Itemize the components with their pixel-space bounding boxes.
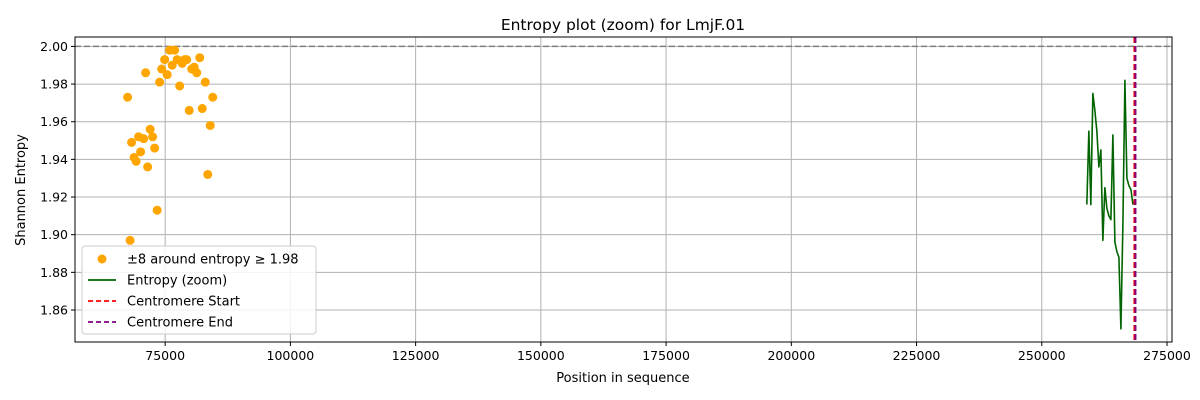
scatter-point bbox=[203, 169, 213, 179]
scatter-point bbox=[197, 104, 207, 114]
y-tick-label: 1.96 bbox=[40, 114, 68, 129]
plot-frame bbox=[74, 36, 1173, 343]
scatter-point bbox=[157, 64, 167, 74]
entropy-line bbox=[1086, 79, 1134, 330]
scatter-point bbox=[192, 68, 202, 78]
legend-label: ±8 around entropy ≥ 1.98 bbox=[127, 253, 299, 268]
legend-label: Entropy (zoom) bbox=[127, 274, 227, 289]
x-tick-label: 150000 bbox=[517, 348, 565, 363]
x-tick-label: 275000 bbox=[1143, 348, 1191, 363]
y-axis-label: Shannon Entropy bbox=[14, 134, 29, 246]
scatter-point bbox=[148, 132, 158, 142]
y-tick-label: 1.90 bbox=[40, 227, 68, 242]
scatter-point bbox=[143, 162, 153, 172]
tick-layer: 75000 100000 125000 150000 175000 200000 22500… bbox=[40, 39, 1191, 363]
x-tick-label: 100000 bbox=[267, 348, 315, 363]
y-tick-label: 1.86 bbox=[40, 302, 68, 317]
scatter-point bbox=[205, 120, 215, 130]
x-axis-label: Position in sequence bbox=[556, 371, 689, 386]
scatter-point bbox=[125, 235, 135, 245]
scatter-point bbox=[170, 45, 180, 55]
x-tick-label: 125000 bbox=[392, 348, 440, 363]
y-tick-label: 1.88 bbox=[40, 265, 68, 280]
chart-title: Entropy plot (zoom) for LmjF.01 bbox=[501, 16, 745, 34]
x-tick-label: 225000 bbox=[893, 348, 941, 363]
scatter-point bbox=[127, 137, 137, 147]
y-tick-label: 1.92 bbox=[40, 190, 68, 205]
scatter-point bbox=[182, 55, 192, 65]
legend-label: Centromere Start bbox=[127, 295, 240, 310]
x-tick-label: 175000 bbox=[642, 348, 690, 363]
x-tick-label: 75000 bbox=[145, 348, 185, 363]
scatter-point bbox=[200, 77, 210, 87]
scatter-point bbox=[160, 55, 170, 65]
y-tick-label: 1.94 bbox=[40, 152, 68, 167]
scatter-point bbox=[141, 68, 151, 78]
scatter-point bbox=[150, 143, 160, 153]
legend: ±8 around entropy ≥ 1.98 Entropy (zoom) Ce… bbox=[81, 245, 317, 335]
y-tick-label: 1.98 bbox=[40, 77, 68, 92]
scatter-point bbox=[145, 124, 155, 134]
legend-marker bbox=[97, 254, 107, 264]
scatter-point bbox=[152, 205, 162, 215]
x-tick-label: 250000 bbox=[1018, 348, 1066, 363]
scatter-point bbox=[208, 92, 218, 102]
scatter-point bbox=[155, 77, 165, 87]
scatter-point bbox=[123, 92, 133, 102]
y-tick-label: 2.00 bbox=[40, 39, 68, 54]
scatter-point bbox=[184, 105, 194, 115]
x-tick-label: 200000 bbox=[767, 348, 815, 363]
legend-box bbox=[81, 245, 317, 335]
data-layer bbox=[75, 37, 1172, 342]
scatter-point bbox=[131, 156, 141, 166]
scatter-point bbox=[175, 81, 185, 91]
scatter-point bbox=[136, 147, 146, 157]
scatter-point bbox=[162, 70, 172, 80]
legend-label: Centromere End bbox=[127, 316, 233, 331]
scatter-point bbox=[139, 134, 149, 144]
scatter-point bbox=[195, 53, 205, 63]
